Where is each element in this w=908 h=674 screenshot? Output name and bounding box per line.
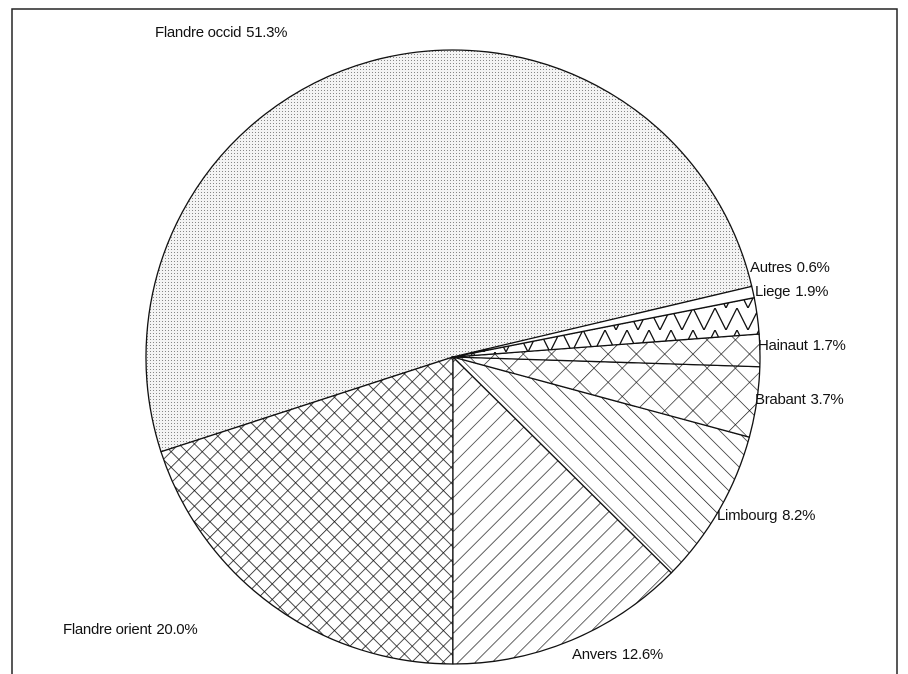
slice-label: Autres 0.6% (750, 259, 830, 276)
value-label: 0.6% (797, 259, 830, 276)
category-label: Flandre orient (63, 621, 152, 638)
slice-label: Brabant 3.7% (755, 391, 843, 408)
slice-label: Flandre orient 20.0% (63, 621, 197, 638)
frame (11, 8, 898, 674)
category-label: Limbourg (717, 507, 777, 524)
value-label: 1.9% (795, 283, 828, 300)
slice-label: Liege 1.9% (755, 283, 828, 300)
pie-slice (160, 356, 454, 665)
slice-label: Flandre occid 51.3% (155, 24, 287, 41)
slice-label: Limbourg 8.2% (717, 507, 815, 524)
slices (145, 49, 761, 665)
category-label: Anvers (572, 646, 617, 663)
pie-slice (452, 285, 755, 358)
value-label: 3.7% (810, 391, 843, 408)
pie-slice (450, 355, 751, 574)
value-label: 51.3% (246, 24, 287, 41)
value-label: 8.2% (782, 507, 815, 524)
slice-label: Hainaut 1.7% (758, 337, 846, 354)
category-label: Brabant (755, 391, 807, 408)
category-label: Autres (750, 259, 792, 276)
slice-label: Anvers 12.6% (572, 646, 663, 663)
pie-slice (145, 49, 753, 453)
value-label: 12.6% (622, 646, 663, 663)
labels: Flandre occid 51.3% Flandre orient 20.0% Anv… (63, 24, 846, 663)
category-label: Liege (755, 283, 790, 300)
category-label: Flandre occid (155, 24, 241, 41)
category-label: Hainaut (758, 337, 809, 354)
pie-slice (452, 355, 673, 665)
value-label: 1.7% (813, 337, 846, 354)
value-label: 20.0% (156, 621, 197, 638)
